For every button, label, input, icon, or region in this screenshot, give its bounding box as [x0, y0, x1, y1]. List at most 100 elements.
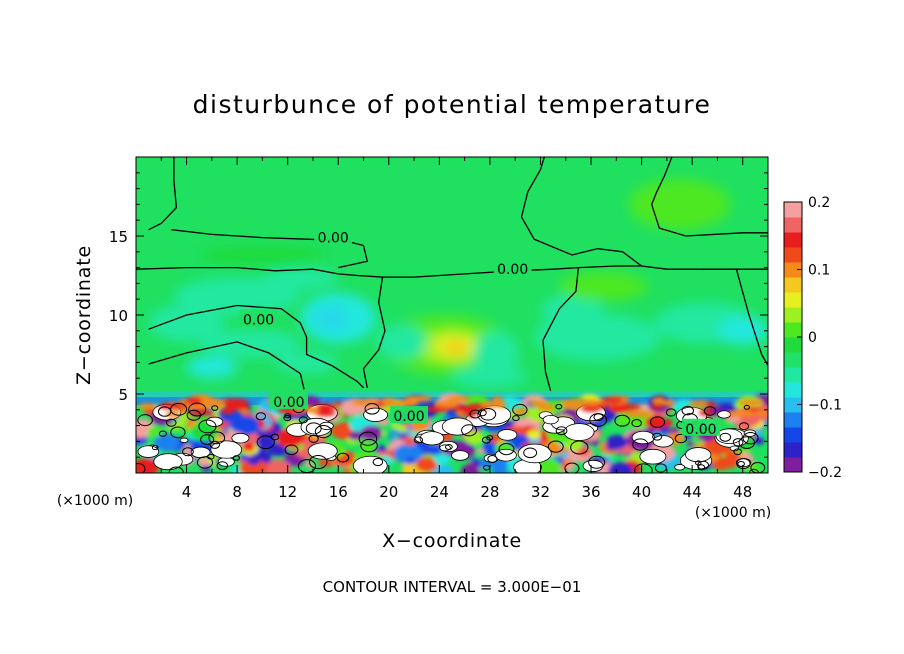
colorbar-swatch-14: [784, 247, 802, 263]
contour-label-4: 0.00: [390, 406, 429, 425]
cell-370: [426, 444, 442, 455]
cell-171: [263, 459, 292, 473]
contour-loop-87: [413, 436, 423, 444]
contour-loop-49: [170, 426, 186, 439]
white-patch-49: [153, 453, 183, 471]
cell-407: [433, 453, 451, 465]
anomaly-17: [717, 316, 768, 346]
contour-label-bg-1: [493, 259, 532, 277]
chart-title: disturbunce of potential temperature: [193, 90, 712, 119]
colorbar-swatch-2: [784, 427, 802, 443]
colorbar-tick-label-0: 0.2: [808, 195, 830, 211]
zero-contour-0: [136, 266, 383, 278]
white-patch-45: [639, 448, 667, 465]
anomaly-18: [559, 272, 648, 301]
cell-396: [607, 462, 633, 473]
contour-loop-37: [614, 414, 631, 427]
warm-streak-7: [188, 409, 214, 416]
contour-loop-30: [360, 438, 378, 453]
contour-label-text-4: 0.00: [393, 409, 424, 425]
anomaly-5: [315, 305, 349, 331]
cell-400: [527, 429, 541, 440]
warm-streak-16: [704, 401, 716, 408]
y-tick-label-1: 10: [109, 307, 128, 325]
contour-loop-64: [737, 460, 745, 467]
contour-loop-57: [157, 406, 172, 417]
warm-streak-66: [165, 411, 181, 418]
contour-loop-53: [512, 403, 528, 416]
contour-loop-0: [182, 447, 194, 457]
contour-loop-55: [674, 433, 688, 444]
contour-loop-28: [461, 424, 477, 437]
contour-loop-45: [188, 402, 207, 417]
warm-streak-41: [223, 401, 243, 408]
anomaly-13: [473, 330, 519, 376]
x-unit-label: (×1000 m): [695, 505, 771, 521]
y-tick-label-2: 15: [109, 228, 128, 246]
colorbar-swatch-6: [784, 367, 802, 383]
contour-loop-33: [151, 444, 159, 451]
contour-loop-79: [570, 440, 589, 455]
anomaly-1: [148, 303, 225, 342]
x-tick-label-8: 36: [581, 483, 600, 501]
x-tick-label-7: 32: [531, 483, 550, 501]
contour-loop-59: [632, 438, 649, 451]
contour-loop-47: [372, 457, 384, 467]
warm-streak-68: [220, 407, 235, 415]
contour-loop-83: [358, 431, 378, 446]
contour-loop-39: [196, 456, 214, 469]
white-patch-54: [652, 435, 674, 448]
cell-373: [606, 434, 628, 450]
y-tick-label-0: 5: [118, 386, 128, 404]
warm-streak-67: [448, 395, 471, 403]
colorbar-tick-label-1: 0.1: [808, 263, 830, 279]
contour-interval-note: CONTOUR INTERVAL = 3.000E−01: [323, 578, 582, 596]
colorbar-swatch-0: [784, 457, 802, 473]
white-patch-31: [451, 450, 470, 461]
contour-loop-82: [445, 444, 453, 451]
anomaly-12: [376, 324, 427, 360]
contour-loop-65: [697, 464, 706, 471]
colorbar-swatch-16: [784, 217, 802, 233]
warm-streak-44: [198, 397, 218, 404]
warm-streak-32: [212, 401, 223, 409]
x-tick-label-2: 12: [278, 483, 297, 501]
colorbar-swatch-7: [784, 352, 802, 368]
x-tick-label-5: 24: [430, 483, 449, 501]
white-patch-38: [363, 407, 388, 422]
warm-streak-2: [738, 399, 765, 406]
colorbar-swatch-12: [784, 277, 802, 293]
cell-418: [147, 426, 163, 438]
warm-streak-13: [404, 395, 433, 402]
warm-streak-31: [481, 401, 499, 408]
contour-loop-75: [481, 436, 492, 444]
cell-28: [391, 434, 398, 440]
zero-contour-1: [382, 266, 579, 278]
contour-loop-77: [631, 419, 642, 428]
white-patch-34: [137, 445, 160, 458]
contour-loop-41: [232, 455, 240, 461]
warm-streak-38: [651, 403, 664, 410]
contour-label-1: 0.00: [493, 259, 532, 278]
y-unit-label: (×1000 m): [57, 493, 133, 509]
white-patch-25: [231, 432, 250, 444]
contour-loop-7: [283, 414, 292, 422]
contour-label-text-3: 0.00: [273, 395, 304, 411]
cell-404: [349, 430, 363, 441]
contour-loop-13: [256, 435, 275, 450]
contour-loop-10: [512, 415, 520, 422]
contour-loop-76: [650, 416, 666, 428]
contour-loop-54: [364, 403, 380, 415]
white-patch-7: [205, 416, 224, 427]
contour-loop-63: [284, 413, 291, 419]
white-patch-50: [631, 430, 655, 445]
y-axis-label: Z−coordinate: [73, 245, 95, 385]
contour-loop-51: [209, 440, 221, 449]
white-patch-52: [210, 440, 243, 459]
warm-streak-46: [728, 410, 756, 417]
warm-streak-43: [425, 405, 451, 413]
cell-315: [240, 458, 268, 473]
contour-loop-66: [743, 404, 750, 410]
zero-contour-11: [702, 268, 768, 366]
